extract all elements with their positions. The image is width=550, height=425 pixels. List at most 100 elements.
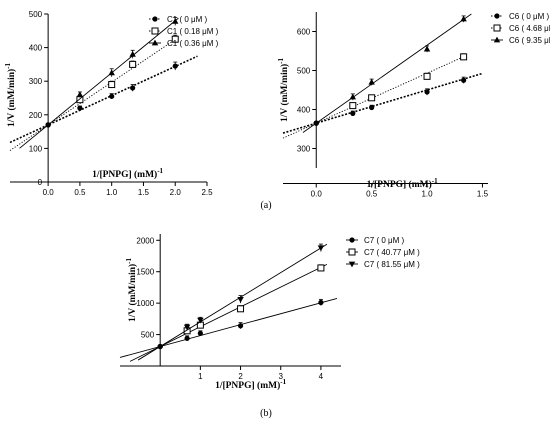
fit-line	[137, 243, 328, 361]
x-axis-label: 1/[PNPG] (mM)-1	[215, 378, 286, 391]
x-tick-label: 0.5	[74, 188, 86, 197]
legend-swatch-marker	[151, 27, 159, 35]
data-point	[349, 102, 357, 110]
data-point	[237, 296, 244, 303]
series-c1-2	[19, 16, 179, 149]
y-axis-label: 1/V (mM/min)-1	[277, 58, 290, 122]
legend-c6: C6 ( 0 μM ) C6 ( 4.68 μM ) C6 ( 9.35 μM )	[491, 12, 550, 45]
legend-label: C6 ( 0 μM )	[509, 12, 550, 21]
x-tick-label: 1.0	[421, 190, 433, 199]
fit-line	[282, 72, 483, 134]
legend-swatch-marker	[348, 261, 356, 268]
x-tick-label: 3	[279, 372, 284, 381]
y-tick-label: 500	[297, 67, 311, 76]
legend-label: C1 ( 0.18 μM )	[167, 27, 219, 36]
y-tick-label: 200	[29, 111, 43, 120]
intercept-point	[313, 120, 319, 126]
series-c7-0	[119, 297, 338, 358]
fit-line	[19, 17, 179, 149]
legend-label: C6 ( 9.35 μM )	[509, 36, 550, 45]
data-point	[184, 335, 190, 341]
data-point	[171, 35, 179, 43]
x-tick-label: 0.5	[366, 190, 378, 199]
fit-line	[302, 13, 472, 133]
data-point	[237, 305, 245, 313]
series-c6-1	[282, 53, 468, 139]
data-point	[460, 15, 467, 22]
x-tick-label: 2.5	[201, 188, 213, 197]
x-tick-label: 0.0	[43, 188, 55, 197]
y-tick-label: 300	[29, 77, 43, 86]
panel-label-a: (a)	[260, 200, 271, 211]
data-point	[368, 94, 376, 102]
data-point	[317, 245, 325, 252]
y-tick-label: 1500	[136, 268, 154, 277]
x-tick-label: 2	[238, 372, 243, 381]
panel-label-b: (b)	[260, 408, 272, 419]
legend-swatch-marker	[348, 248, 356, 256]
y-tick-label: 2000	[136, 236, 154, 245]
data-point	[108, 69, 115, 76]
data-point	[368, 78, 375, 85]
x-tick-label: 1.5	[477, 190, 489, 199]
y-tick-label: 600	[297, 28, 311, 37]
x-tick-label: 4	[319, 372, 324, 381]
data-point	[461, 77, 467, 83]
legend-swatch-marker	[493, 24, 501, 32]
y-axis-label: 1/V (mM/min)-1	[125, 258, 138, 322]
legend-label: C6 ( 4.68 μM )	[509, 24, 550, 33]
x-tick-label: 1	[198, 372, 203, 381]
y-tick-label: 500	[29, 10, 43, 19]
data-point	[172, 17, 179, 24]
data-point	[197, 330, 203, 336]
data-point	[130, 85, 136, 91]
intercept-point	[157, 343, 163, 350]
data-point	[76, 91, 84, 98]
data-point	[237, 323, 244, 329]
intercept-point	[45, 122, 51, 128]
x-axis-label: 1/[PNPG] (mM)-1	[92, 167, 163, 180]
y-axis-label: 1/V (mM/min)-1	[4, 63, 17, 127]
legend-swatch-marker	[152, 16, 158, 22]
y-tick-label: 1000	[136, 299, 154, 308]
series-c1-0	[9, 55, 198, 144]
y-tick-label: 100	[29, 144, 43, 153]
legend-swatch-marker	[494, 13, 500, 19]
legend-label: C1 ( 0.36 μM )	[167, 39, 219, 48]
x-tick-label: 1.5	[138, 188, 150, 197]
data-point	[108, 81, 116, 89]
legend-label: C7 ( 0 μM )	[364, 236, 405, 245]
legend-label: C7 ( 81.55 μM )	[364, 260, 420, 269]
data-point	[129, 60, 137, 68]
data-point	[183, 324, 191, 331]
data-point	[172, 63, 178, 69]
data-point	[369, 104, 375, 111]
data-point	[197, 317, 204, 324]
x-tick-label: 2.0	[170, 188, 182, 197]
chart-c7: 500 1000 1500 2000 1 2 3 4 1/[PNPG] (mM)-1 1/V (m…	[119, 234, 420, 391]
data-point	[129, 50, 136, 57]
y-tick-label: 400	[29, 44, 43, 53]
legend-label: C1 ( 0 μM )	[167, 15, 208, 24]
fit-line	[9, 55, 198, 144]
chart-c6: 300 400 500 600 0.0 0.5 1.0 1.5 1/[PNPG] (mM)-1 1…	[277, 12, 550, 199]
data-point	[460, 53, 468, 61]
data-point	[424, 89, 430, 95]
legend-c7: C7 ( 0 μM ) C7 ( 40.77 μM ) C7 ( 81.55 μM …	[346, 236, 420, 269]
legend-swatch-marker	[493, 36, 501, 43]
series-c6-2	[302, 13, 472, 133]
y-tick-label: 300	[297, 145, 311, 154]
data-point	[350, 110, 356, 116]
data-point	[317, 264, 325, 272]
series-c6-0	[282, 72, 483, 134]
data-point	[77, 105, 83, 111]
data-point	[423, 45, 431, 52]
data-point	[318, 299, 324, 306]
series-c7-2	[137, 243, 328, 361]
x-axis-label: 1/[PNPG] (mM)-1	[367, 177, 438, 190]
legend-label: C7 ( 40.77 μM )	[364, 248, 420, 257]
fit-line	[119, 297, 338, 358]
chart-c1: 0 100 200 300 400 500 0.0 0.5 1.0 1.5 2.0 2.5 1/[PNP…	[4, 10, 219, 197]
data-point	[423, 72, 431, 80]
